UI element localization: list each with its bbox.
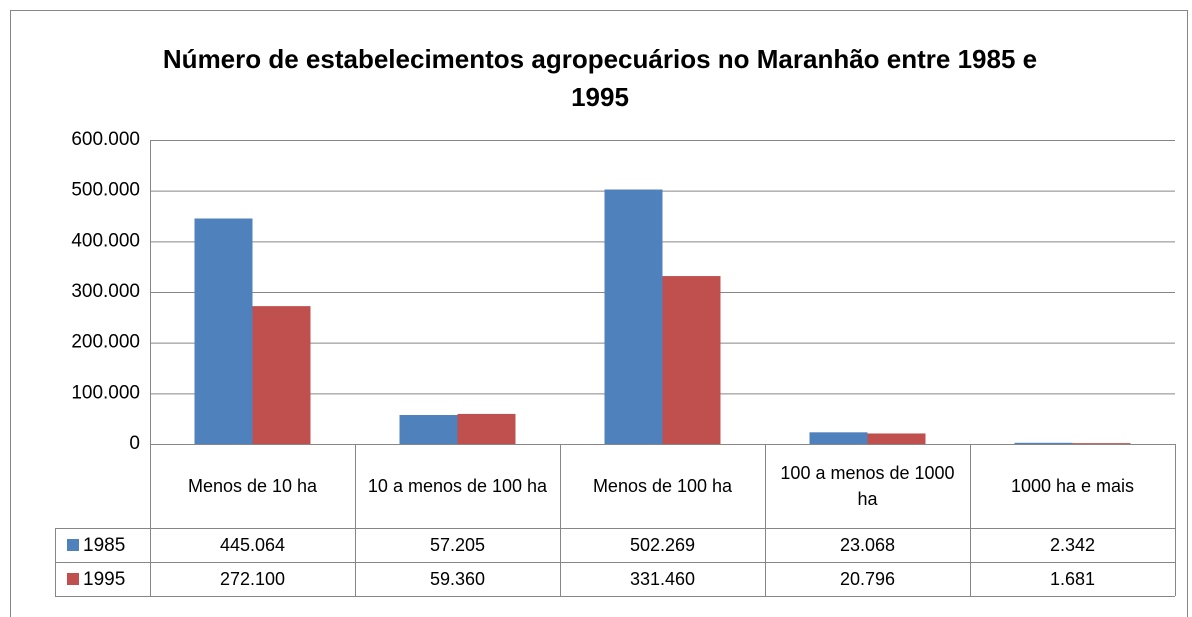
legend-label: 1985: [83, 535, 125, 556]
table-category: 10 a menos de 100 ha: [367, 476, 548, 496]
table-category: 100 a menos de 1000 ha: [780, 463, 955, 509]
y-tick-label: 0: [129, 433, 140, 454]
legend-key: [67, 539, 79, 551]
table-category: Menos de 100 ha: [592, 476, 733, 496]
table-value: 57.205: [429, 535, 486, 555]
y-tick-label: 100.000: [71, 382, 140, 403]
bar: [604, 189, 663, 444]
table-value: 59.360: [429, 569, 486, 589]
y-tick-label: 500.000: [71, 180, 140, 201]
bar: [867, 433, 926, 444]
table-value: 445.064: [219, 535, 286, 555]
bar: [194, 218, 253, 444]
bar: [1072, 443, 1131, 444]
table-value: 20.796: [839, 569, 896, 589]
table-value: 502.269: [629, 535, 696, 555]
table-value: 1.681: [1049, 569, 1096, 589]
table-value: 272.100: [219, 569, 286, 589]
y-tick-label: 400.000: [71, 230, 140, 251]
legend-key: [67, 573, 79, 585]
table-value: 23.068: [839, 535, 896, 555]
bar: [809, 432, 868, 444]
bar: [399, 415, 458, 444]
bar: [457, 413, 516, 444]
legend-label: 1995: [83, 569, 125, 590]
y-tick-label: 200.000: [71, 332, 140, 353]
y-tick-label: 300.000: [71, 281, 140, 302]
bar: [252, 306, 311, 444]
chart-title: Número de estabelecimentos agropecuários…: [162, 44, 1038, 112]
table-value: 2.342: [1049, 535, 1096, 555]
bar: [662, 276, 721, 444]
y-tick-label: 600.000: [71, 129, 140, 150]
table-value: 331.460: [629, 569, 696, 589]
table-category: Menos de 10 ha: [187, 476, 318, 496]
table-category: 1000 ha e mais: [1010, 476, 1135, 496]
bar: [1014, 442, 1073, 444]
